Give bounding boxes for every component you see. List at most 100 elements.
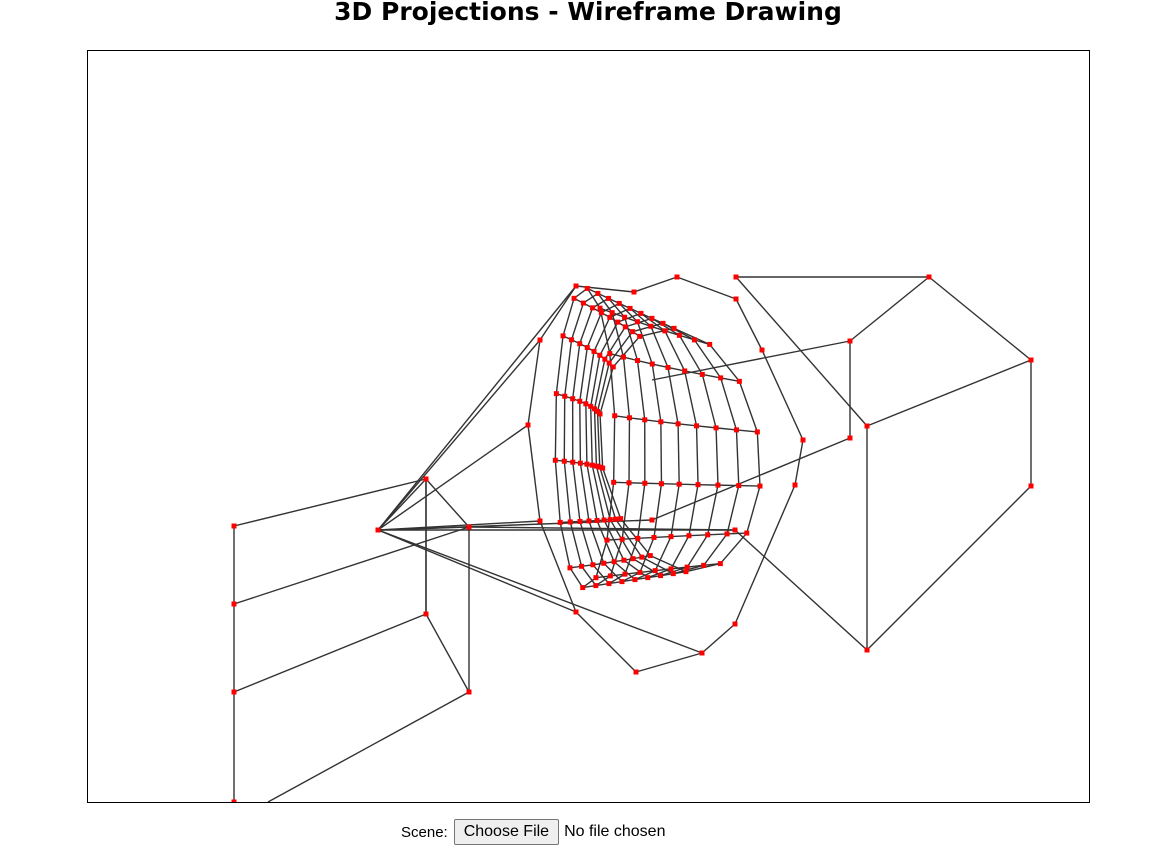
wireframe-vertex	[584, 461, 590, 467]
wireframe-vertex	[658, 481, 664, 487]
cylinder-side-edge	[644, 419, 661, 423]
wireframe-vertex	[733, 427, 739, 433]
cylinder-ring-edge	[599, 308, 611, 354]
wireframe-vertex	[649, 517, 655, 523]
cylinder-ring-edge	[612, 335, 641, 368]
wireframe-vertex	[630, 329, 636, 335]
wireframe-vertex	[570, 396, 576, 402]
fan-edge	[377, 529, 703, 654]
cylinder-ring-edge	[719, 532, 748, 565]
disk-edge	[527, 424, 541, 522]
wireframe-vertex	[613, 516, 619, 522]
wireframe-vertex	[601, 560, 607, 566]
wireframe-vertex	[607, 314, 613, 320]
cylinder-ring-edge	[726, 485, 740, 535]
wireframe-vertex	[622, 571, 628, 577]
cylinder-ring-edge	[693, 339, 722, 379]
wireframe-vertex	[634, 319, 640, 325]
wireframe-vertex	[577, 518, 583, 524]
wireframe-vertex	[604, 537, 610, 543]
wireframe-vertex	[676, 481, 682, 487]
wireframe-canvas[interactable]	[87, 50, 1090, 803]
cylinder-ring-edge	[617, 312, 642, 323]
fan-edge	[377, 529, 577, 613]
wireframe-vertex	[591, 348, 597, 354]
wireframe-vertex	[562, 393, 568, 399]
page-title: 3D Projections - Wireframe Drawing	[334, 0, 842, 26]
cylinder-ring-edge	[719, 377, 738, 431]
wireframe-vertex	[573, 283, 579, 289]
wireframe-vertex	[620, 354, 626, 360]
wireframe-vertex	[864, 647, 870, 653]
disk-edge	[735, 298, 763, 351]
prism-edge	[468, 526, 736, 531]
cylinder-ring-edge	[618, 302, 638, 323]
disk-edge	[701, 623, 736, 654]
cylinder-ring-edge	[597, 293, 613, 314]
cylinder-ring-edge	[603, 562, 623, 583]
frame-edge	[233, 478, 427, 527]
cylinder-ring-edge	[595, 465, 611, 520]
prism-edge	[735, 276, 868, 427]
wireframe-vertex	[579, 563, 585, 569]
wireframe-vertex	[618, 516, 624, 522]
wireframe-vertex	[699, 371, 705, 377]
wireframe-vertex	[707, 341, 713, 347]
cylinder-side-edge	[678, 423, 697, 427]
cylinder-ring-edge	[564, 339, 573, 397]
wireframe-vertex	[606, 581, 612, 587]
cylinder-side-edge	[707, 533, 728, 536]
cylinder-side-edge	[727, 532, 747, 535]
wireframe-vertex	[736, 483, 742, 489]
disk-edge	[761, 349, 804, 441]
cylinder-side-edge	[670, 566, 688, 570]
wireframe-vertex	[651, 534, 657, 540]
wireframe-vertex	[612, 413, 618, 419]
cylinder-ring-edge	[555, 335, 564, 394]
cylinder-ring-edge	[756, 431, 761, 487]
wireframe-vertex	[637, 569, 643, 575]
wireframe-vertex	[553, 391, 559, 397]
prism-edge	[928, 276, 1032, 361]
wireframe-vertex	[847, 338, 853, 344]
wireframe-edges	[233, 276, 1032, 802]
cylinder-ring-edge	[591, 464, 605, 521]
cylinder-side-edge	[720, 377, 740, 383]
wireframe-vertex	[231, 799, 237, 802]
wireframe-vertex	[668, 566, 674, 572]
wireframe-vertex	[567, 565, 573, 571]
cylinder-side-edge	[622, 537, 638, 540]
cylinder-side-edge	[637, 536, 655, 540]
wireframe-vertex	[713, 425, 719, 431]
wireframe-vertex	[800, 437, 806, 443]
wireframe-vertex	[577, 398, 583, 404]
wireframe-vertex	[717, 561, 723, 567]
disk-edge	[575, 611, 637, 673]
cylinder-side-edge	[694, 339, 710, 346]
cylinder-side-edge	[652, 363, 669, 369]
wireframe-vertex	[588, 403, 594, 409]
cylinder-ring-edge	[636, 321, 653, 365]
fan-edge	[377, 285, 577, 531]
cylinder-side-edge	[655, 568, 672, 572]
wireframe-vertex	[622, 324, 628, 330]
wireframe-vertex	[593, 583, 599, 589]
scene-controls: Scene: Choose File No file chosen	[401, 819, 665, 845]
cylinder-side-edge	[679, 334, 695, 341]
cylinder-ring-edge	[678, 334, 703, 375]
wireframe-vertex	[622, 314, 628, 320]
cylinder-ring-edge	[579, 307, 594, 344]
wireframe-vertex	[733, 274, 739, 280]
wireframe-vertex	[647, 553, 653, 559]
wireframe-vertex	[621, 557, 627, 563]
cylinder-ring-edge	[695, 425, 699, 485]
wireframe-vertex	[724, 531, 730, 537]
wireframe-vertex	[694, 423, 700, 429]
wireframe-vertex	[864, 423, 870, 429]
wireframe-vertex	[619, 536, 625, 542]
wireframe-vertex	[633, 669, 639, 675]
wireframe-vertex	[619, 579, 625, 585]
cylinder-ring-edge	[562, 298, 575, 337]
choose-file-button[interactable]: Choose File	[453, 819, 560, 845]
cylinder-side-edge	[702, 373, 721, 379]
